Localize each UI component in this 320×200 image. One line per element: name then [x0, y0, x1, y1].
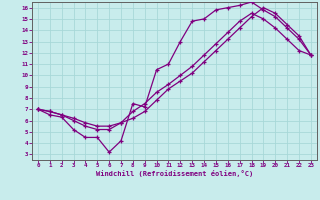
X-axis label: Windchill (Refroidissement éolien,°C): Windchill (Refroidissement éolien,°C)	[96, 170, 253, 177]
